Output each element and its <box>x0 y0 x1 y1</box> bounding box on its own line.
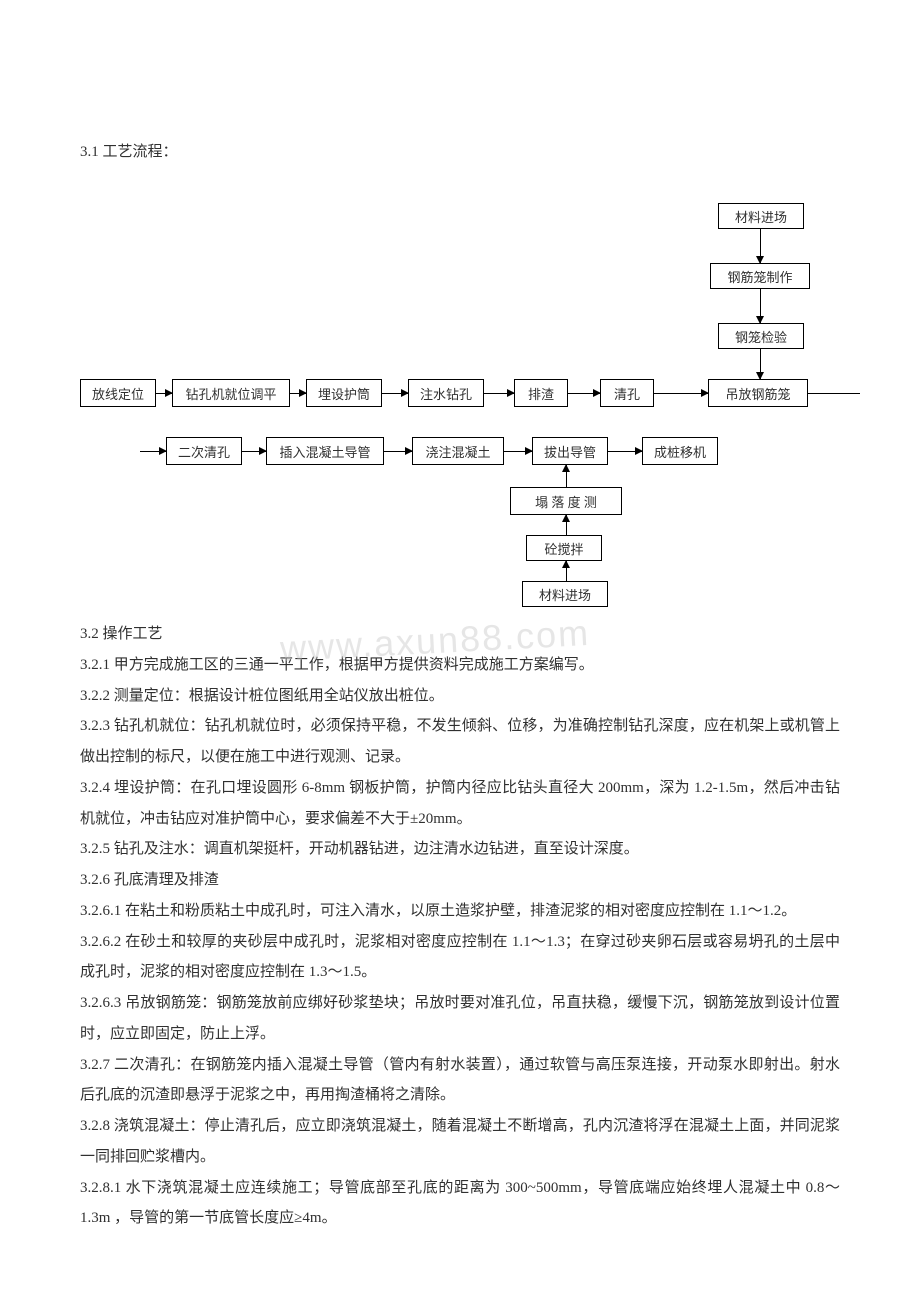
arrow-down <box>760 229 761 263</box>
flowchart: 材料进场 钢筋笼制作 钢笼检验 放线定位 钻孔机就位调平 埋设护筒 注水钻孔 排… <box>80 181 860 591</box>
node-label: 注水钻孔 <box>420 384 472 403</box>
node-label: 材料进场 <box>735 207 787 226</box>
node-clear-hole: 清孔 <box>600 379 654 407</box>
node-insert-tremie: 插入混凝土导管 <box>266 437 384 465</box>
paragraph: 3.2.6 孔底清理及排渣 <box>80 865 840 896</box>
arrow-right <box>484 393 514 394</box>
arrow-right <box>140 451 166 452</box>
paragraph: 3.2.6.2 在砂土和较厚的夹砂层中成孔时，泥浆相对密度应控制在 1.1～1.… <box>80 927 840 989</box>
node-cage-check: 钢笼检验 <box>718 323 804 349</box>
paragraph: 3.2.3 钻孔机就位：钻孔机就位时，必须保持平稳，不发生倾斜、位移，为准确控制… <box>80 711 840 773</box>
paragraph: 3.2.5 钻孔及注水：调直机架挺杆，开动机器钻进，边注清水边钻进，直至设计深度… <box>80 834 840 865</box>
node-label: 钢笼检验 <box>735 327 787 346</box>
node-positioning: 放线定位 <box>80 379 156 407</box>
node-rebar-cage-make: 钢筋笼制作 <box>710 263 810 289</box>
connector-line <box>808 393 860 394</box>
arrow-right <box>156 393 172 394</box>
node-pour-concrete: 浇注混凝土 <box>412 437 504 465</box>
node-label: 成桩移机 <box>654 442 706 461</box>
node-label: 砼搅拌 <box>544 539 583 558</box>
node-slag-removal: 排渣 <box>514 379 568 407</box>
node-label: 钻孔机就位调平 <box>185 384 276 403</box>
node-label: 浇注混凝土 <box>425 442 490 461</box>
paragraph: 3.2.1 甲方完成施工区的三通一平工作，根据甲方提供资料完成施工方案编写。 <box>80 650 840 681</box>
paragraph: 3.2.6.1 在粘土和粉质粘土中成孔时，可注入清水，以原土造浆护壁，排渣泥浆的… <box>80 896 840 927</box>
paragraph: 3.2.7 二次清孔：在钢筋笼内插入混凝土导管（管内有射水装置），通过软管与高压… <box>80 1050 840 1112</box>
arrow-down <box>760 289 761 323</box>
node-drill-setup: 钻孔机就位调平 <box>172 379 290 407</box>
arrow-down <box>760 349 761 379</box>
node-second-clear: 二次清孔 <box>166 437 242 465</box>
section-title-32: 3.2 操作工艺 <box>80 619 840 650</box>
node-concrete-mix: 砼搅拌 <box>526 535 602 561</box>
arrow-up <box>566 561 567 581</box>
section-title-31: 3.1 工艺流程： <box>80 140 840 161</box>
paragraph: 3.2.2 测量定位：根据设计桩位图纸用全站仪放出桩位。 <box>80 681 840 712</box>
node-label: 二次清孔 <box>178 442 230 461</box>
arrow-right <box>654 393 708 394</box>
node-label: 钢筋笼制作 <box>727 267 792 286</box>
node-label: 清孔 <box>614 384 640 403</box>
node-casing: 埋设护筒 <box>306 379 382 407</box>
node-label: 埋设护筒 <box>318 384 370 403</box>
node-label: 材料进场 <box>539 585 591 604</box>
arrow-right <box>384 451 412 452</box>
arrow-right <box>242 451 266 452</box>
node-hoist-cage: 吊放钢筋笼 <box>708 379 808 407</box>
node-water-drill: 注水钻孔 <box>408 379 484 407</box>
arrow-up <box>566 515 567 535</box>
node-label: 塌 落 度 测 <box>535 492 597 511</box>
arrow-right <box>290 393 306 394</box>
arrow-right <box>504 451 532 452</box>
node-label: 放线定位 <box>92 384 144 403</box>
node-material-in-top: 材料进场 <box>718 203 804 229</box>
paragraph: 3.2.8.1 水下浇筑混凝土应连续施工；导管底部至孔底的距离为 300~500… <box>80 1173 840 1235</box>
paragraph: 3.2.6.3 吊放钢筋笼：钢筋笼放前应绑好砂浆垫块；吊放时要对准孔位，吊直扶稳… <box>80 988 840 1050</box>
arrow-right <box>608 451 642 452</box>
paragraph: 3.2.4 埋设护筒：在孔口埋设圆形 6-8mm 钢板护筒，护筒内径应比钻头直径… <box>80 773 840 835</box>
arrow-right <box>568 393 600 394</box>
node-material-in-bottom: 材料进场 <box>522 581 608 607</box>
arrow-up <box>566 465 567 487</box>
node-label: 排渣 <box>528 384 554 403</box>
node-label: 吊放钢筋笼 <box>725 384 790 403</box>
node-label: 插入混凝土导管 <box>279 442 370 461</box>
node-pile-complete: 成桩移机 <box>642 437 718 465</box>
node-label: 拔出导管 <box>544 442 596 461</box>
node-pull-tremie: 拔出导管 <box>532 437 608 465</box>
node-slump-test: 塌 落 度 测 <box>510 487 622 515</box>
arrow-right <box>382 393 408 394</box>
paragraph: 3.2.8 浇筑混凝土：停止清孔后，应立即浇筑混凝土，随着混凝土不断增高，孔内沉… <box>80 1111 840 1173</box>
